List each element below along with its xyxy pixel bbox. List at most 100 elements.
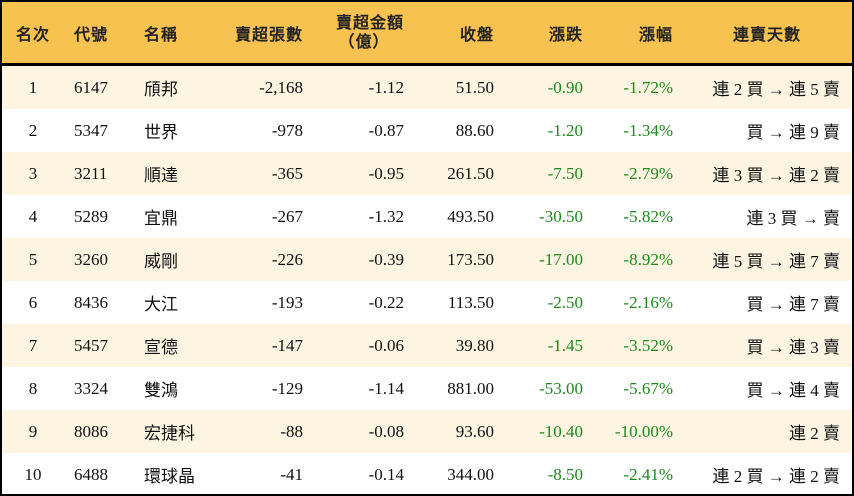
cell-change: -2.50 [547, 292, 583, 312]
cell-change: -30.50 [539, 206, 583, 226]
cell-change-pct: -1.72% [623, 77, 673, 97]
table-row: 1 6147 頎邦 -2,168 -1.12 51.50 -0.90 -1.72% 連 2 買 … [2, 66, 852, 109]
cell-name: 世界 [144, 123, 178, 142]
cell-streak: 連 3 買 → 連 2 賣 [712, 166, 841, 185]
cell-rank: 3 [28, 163, 38, 183]
cell-sell-amount: -0.22 [368, 292, 404, 312]
table-row: 6 8436 大江 -193 -0.22 113.50 -2.50 -2.16% 買 → 連 7… [2, 281, 852, 324]
cell-close: 113.50 [447, 292, 494, 312]
cell-rank: 8 [28, 378, 38, 398]
cell-name: 雙鴻 [144, 381, 178, 400]
cell-code: 3211 [74, 163, 108, 183]
cell-streak: 買 → 連 9 賣 [746, 123, 841, 142]
table-row: 7 5457 宣德 -147 -0.06 39.80 -1.45 -3.52% 買 → 連 3 … [2, 324, 852, 367]
header-rank: 名次 [15, 26, 50, 44]
cell-streak: 連 2 賣 [789, 424, 840, 443]
cell-close: 39.80 [455, 335, 494, 355]
cell-sell-amount: -0.87 [368, 120, 404, 140]
cell-close: 881.00 [447, 378, 494, 398]
cell-name: 大江 [144, 295, 178, 314]
cell-change: -1.20 [547, 120, 583, 140]
header-sell-amount-unit: （億） [338, 33, 390, 51]
cell-close: 493.50 [447, 206, 494, 226]
table-row: 3 3211 順達 -365 -0.95 261.50 -7.50 -2.79% 連 3 買 →… [2, 152, 852, 195]
cell-streak: 連 2 買 → 連 2 賣 [712, 467, 841, 486]
cell-sell-amount: -1.12 [368, 77, 404, 97]
cell-change-pct: -8.92% [623, 249, 673, 269]
cell-change-pct: -2.79% [623, 163, 673, 183]
cell-sell-lots: -41 [280, 464, 303, 484]
cell-change-pct: -2.41% [623, 464, 673, 484]
cell-code: 6147 [74, 77, 108, 97]
cell-sell-amount: -0.14 [368, 464, 404, 484]
header-sell-amount: 賣超金額 （億） [312, 2, 404, 63]
header-sell-amount-label: 賣超金額 [335, 14, 404, 32]
cell-name: 宣德 [144, 338, 178, 357]
table-row: 10 6488 環球晶 -41 -0.14 344.00 -8.50 -2.41% 連 2 買 … [2, 453, 852, 496]
table-row: 8 3324 雙鴻 -129 -1.14 881.00 -53.00 -5.67% 買 → 連 … [2, 367, 852, 410]
cell-sell-lots: -365 [271, 163, 303, 183]
cell-change: -8.50 [547, 464, 583, 484]
header-code: 代號 [74, 26, 109, 44]
cell-code: 8436 [74, 292, 108, 312]
cell-rank: 7 [28, 335, 38, 355]
header-change-pct: 漲幅 [638, 26, 673, 44]
table-row: 4 5289 宜鼎 -267 -1.32 493.50 -30.50 -5.82% 連 3 買 … [2, 195, 852, 238]
cell-name: 環球晶 [144, 467, 195, 486]
cell-change: -10.40 [539, 421, 583, 441]
cell-sell-lots: -129 [271, 378, 303, 398]
cell-streak: 連 5 買 → 連 7 賣 [712, 252, 841, 271]
cell-sell-amount: -0.06 [368, 335, 404, 355]
table-row: 9 8086 宏捷科 -88 -0.08 93.60 -10.40 -10.00% 連 2 賣 [2, 410, 852, 453]
cell-rank: 9 [28, 421, 38, 441]
cell-name: 宜鼎 [144, 209, 178, 228]
cell-close: 51.50 [455, 77, 494, 97]
cell-close: 88.60 [455, 120, 494, 140]
cell-sell-lots: -193 [271, 292, 303, 312]
cell-sell-lots: -267 [271, 206, 303, 226]
cell-close: 261.50 [447, 163, 494, 183]
cell-code: 3324 [74, 378, 108, 398]
cell-sell-lots: -978 [271, 120, 303, 140]
cell-rank: 4 [28, 206, 38, 226]
cell-rank: 6 [28, 292, 38, 312]
header-change: 漲跌 [548, 26, 583, 44]
cell-sell-amount: -0.39 [368, 249, 404, 269]
cell-change-pct: -10.00% [614, 421, 673, 441]
cell-sell-lots: -226 [271, 249, 303, 269]
cell-sell-lots: -147 [271, 335, 303, 355]
header-sell-lots: 賣超張數 [234, 26, 303, 44]
cell-change-pct: -2.16% [623, 292, 673, 312]
cell-close: 344.00 [447, 464, 494, 484]
header-streak: 連賣天數 [732, 26, 801, 44]
header-close: 收盤 [459, 26, 494, 44]
cell-streak: 買 → 連 7 賣 [746, 295, 841, 314]
cell-change: -17.00 [539, 249, 583, 269]
cell-change: -0.90 [547, 77, 583, 97]
cell-streak: 買 → 連 4 賣 [746, 381, 841, 400]
cell-close: 173.50 [447, 249, 494, 269]
cell-code: 5347 [74, 120, 108, 140]
cell-code: 6488 [74, 464, 108, 484]
header-name: 名稱 [144, 26, 179, 44]
table-row: 5 3260 威剛 -226 -0.39 173.50 -17.00 -8.92% 連 5 買 … [2, 238, 852, 281]
cell-rank: 5 [28, 249, 38, 269]
cell-name: 威剛 [144, 252, 178, 271]
cell-change-pct: -3.52% [623, 335, 673, 355]
cell-rank: 10 [24, 464, 42, 484]
cell-streak: 連 3 買 → 賣 [746, 209, 841, 228]
cell-change-pct: -5.82% [623, 206, 673, 226]
cell-code: 5457 [74, 335, 108, 355]
cell-change: -53.00 [539, 378, 583, 398]
cell-sell-amount: -1.14 [368, 378, 404, 398]
cell-code: 5289 [74, 206, 108, 226]
cell-change-pct: -5.67% [623, 378, 673, 398]
cell-rank: 2 [28, 120, 38, 140]
table-row: 2 5347 世界 -978 -0.87 88.60 -1.20 -1.34% 買 → 連 9 … [2, 109, 852, 152]
cell-sell-amount: -0.08 [368, 421, 404, 441]
cell-close: 93.60 [455, 421, 494, 441]
cell-name: 宏捷科 [144, 424, 195, 443]
cell-change: -7.50 [547, 163, 583, 183]
cell-streak: 連 2 買 → 連 5 賣 [712, 80, 841, 99]
